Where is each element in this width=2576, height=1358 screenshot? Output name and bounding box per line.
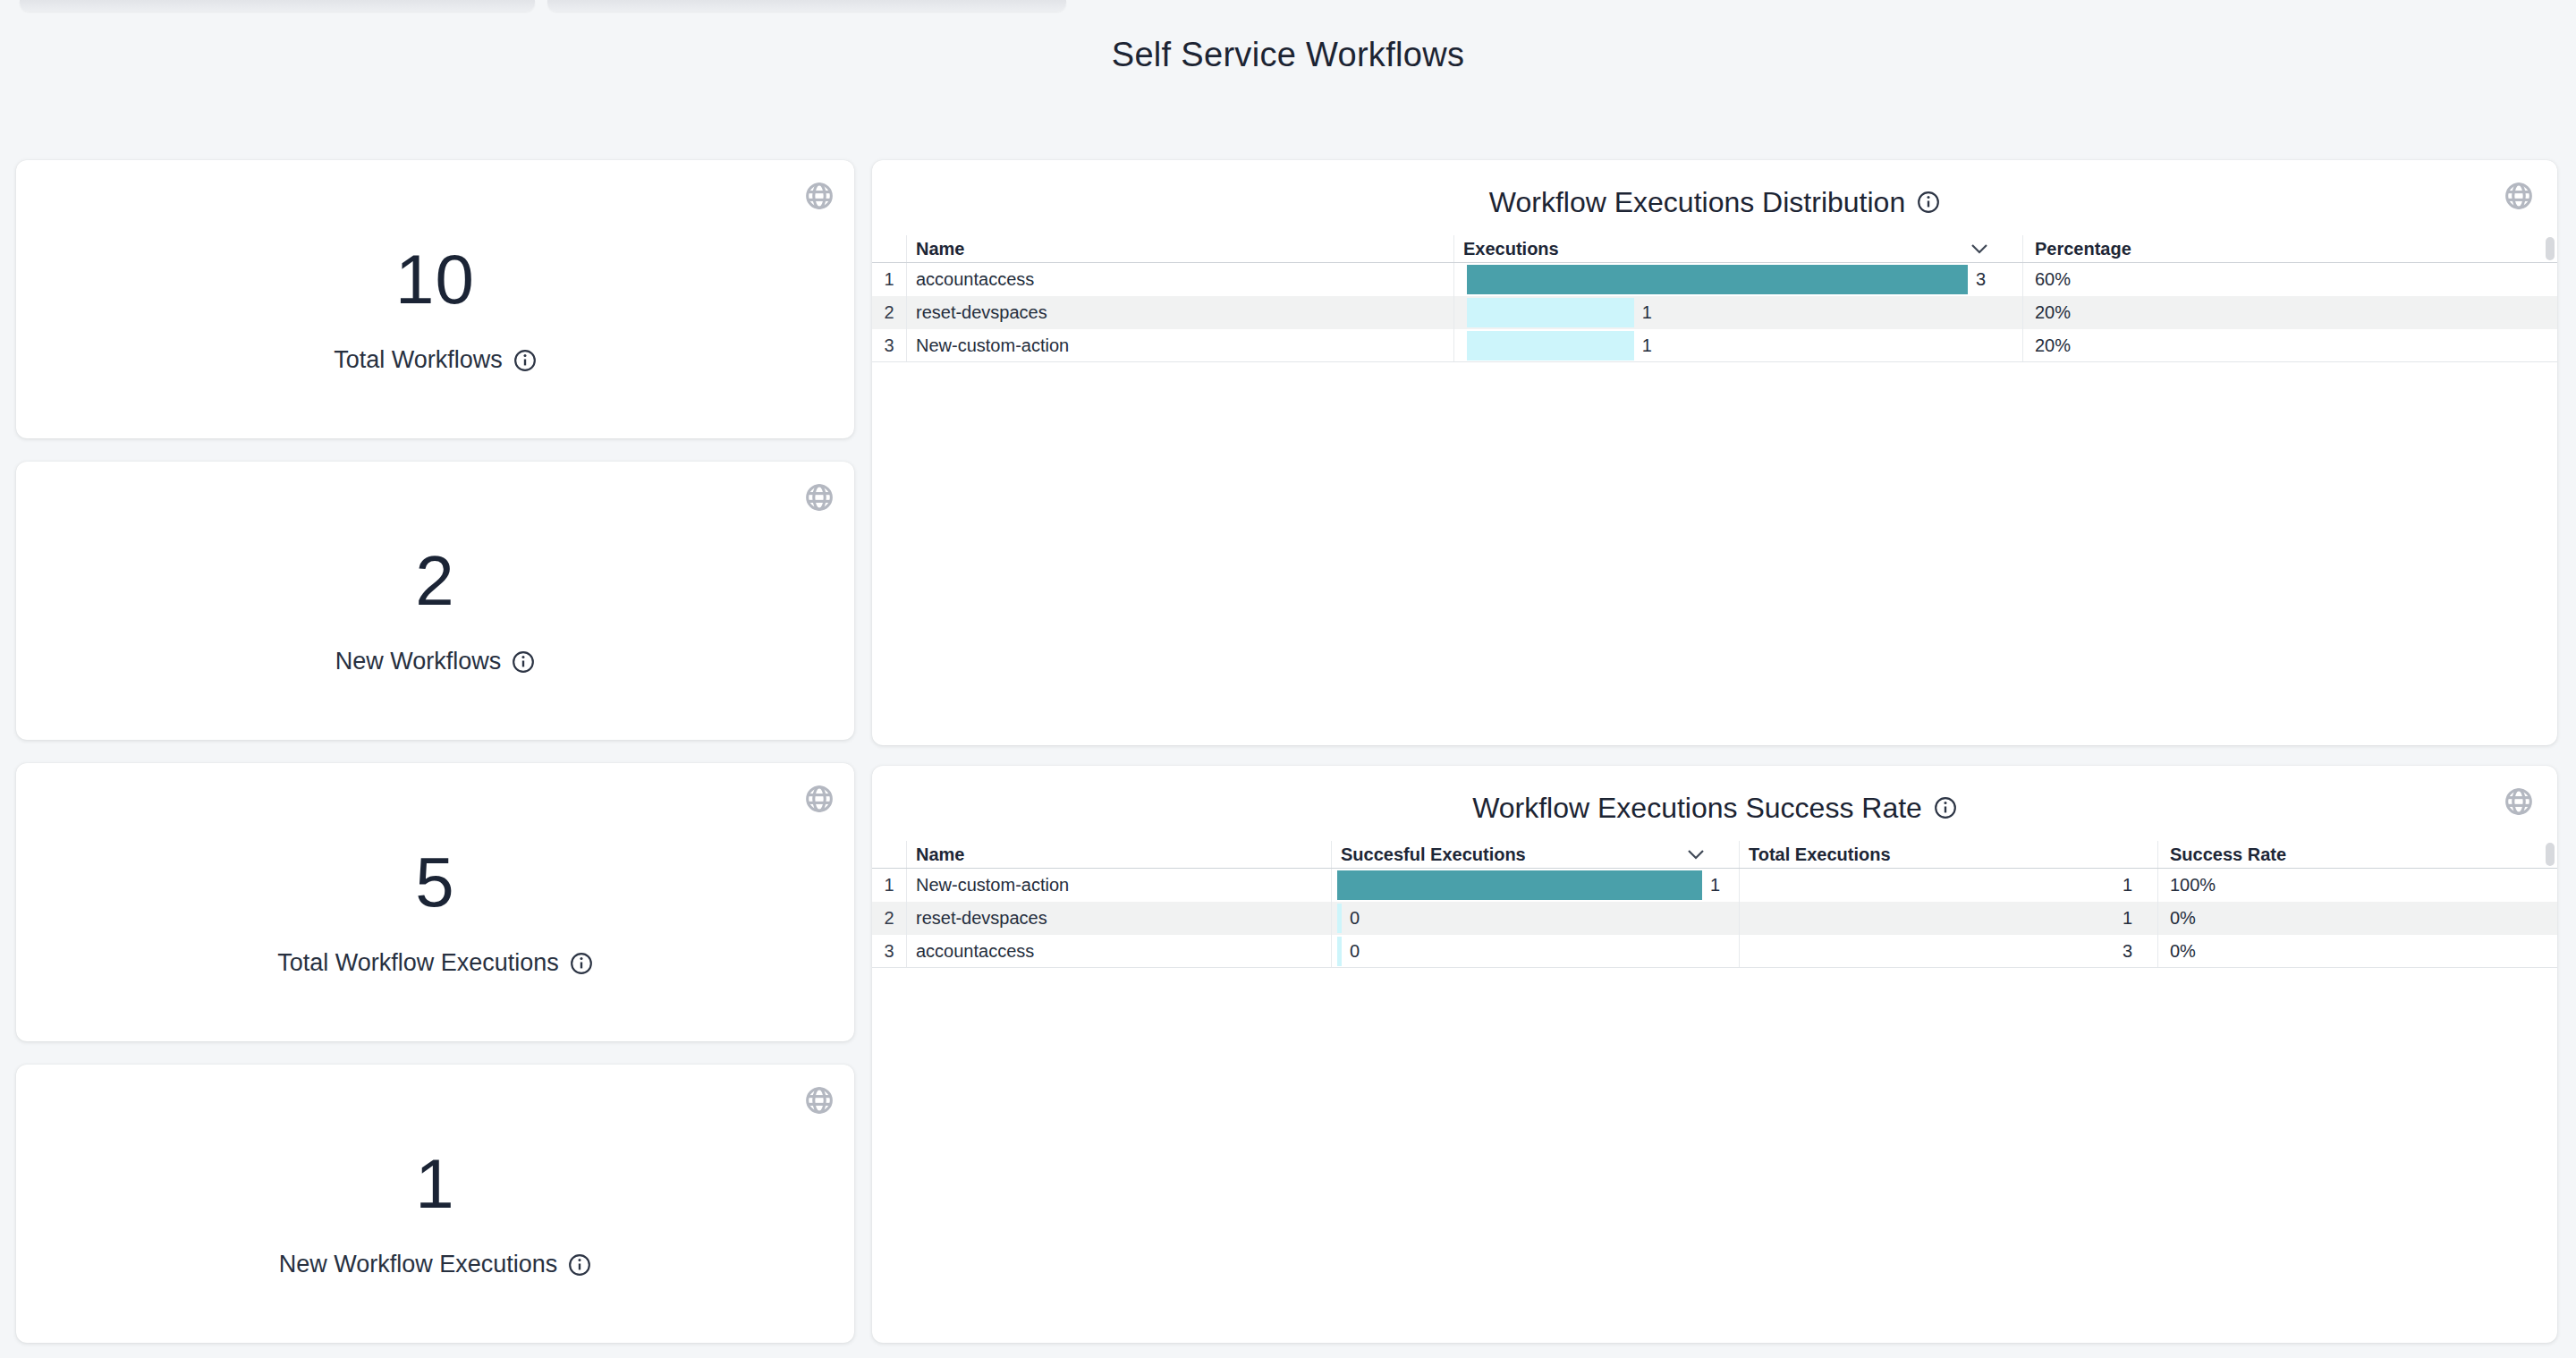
bar-value: 1 bbox=[1710, 875, 1720, 895]
panel-title: Workflow Executions Success Rate bbox=[1472, 791, 1922, 825]
row-index: 3 bbox=[872, 935, 906, 967]
cell-success-rate: 100% bbox=[2157, 869, 2557, 902]
chevron-down-icon bbox=[1687, 849, 1705, 860]
column-header-name[interactable]: Name bbox=[906, 235, 1453, 262]
stat-label: New Workflows bbox=[335, 648, 502, 675]
cell-executions: 3 bbox=[1453, 263, 2022, 296]
globe-icon[interactable] bbox=[804, 181, 835, 211]
row-index: 3 bbox=[872, 329, 906, 361]
globe-icon[interactable] bbox=[804, 784, 835, 814]
info-icon[interactable] bbox=[570, 952, 593, 975]
info-icon[interactable] bbox=[512, 650, 535, 674]
row-index: 2 bbox=[872, 902, 906, 935]
cell-executions: 1 bbox=[1453, 329, 2022, 361]
stat-value: 10 bbox=[395, 244, 475, 314]
row-index: 2 bbox=[872, 296, 906, 329]
top-card-strip-right bbox=[547, 0, 1066, 12]
info-icon[interactable] bbox=[1934, 796, 1957, 819]
cell-total-executions: 1 bbox=[1739, 902, 2157, 935]
stat-label: New Workflow Executions bbox=[279, 1251, 558, 1278]
stat-label: Total Workflow Executions bbox=[277, 949, 559, 977]
scrollbar-thumb[interactable] bbox=[2546, 843, 2555, 866]
cell-success-rate: 0% bbox=[2157, 935, 2557, 967]
globe-icon[interactable] bbox=[804, 1085, 835, 1116]
stat-value: 1 bbox=[415, 1149, 454, 1218]
cell-name: accountaccess bbox=[906, 263, 1453, 296]
cell-name: New-custom-action bbox=[906, 869, 1331, 902]
cell-success-rate: 0% bbox=[2157, 902, 2557, 935]
execution-bar bbox=[1467, 331, 1634, 361]
column-header-name[interactable]: Name bbox=[906, 841, 1331, 868]
table-row: 1 accountaccess 3 60% bbox=[872, 263, 2557, 296]
stat-value: 2 bbox=[415, 546, 454, 615]
cell-name: reset-devspaces bbox=[906, 902, 1331, 935]
stat-card-new-workflow-executions: 1 New Workflow Executions bbox=[16, 1065, 854, 1343]
bar-value: 3 bbox=[1976, 269, 1986, 290]
cell-total-executions: 1 bbox=[1739, 869, 2157, 902]
cell-total-executions: 3 bbox=[1739, 935, 2157, 967]
info-icon[interactable] bbox=[513, 349, 537, 372]
column-header-total-executions[interactable]: Total Executions bbox=[1739, 841, 2157, 868]
column-header-success-rate[interactable]: Success Rate bbox=[2157, 841, 2557, 868]
table-row: 2 reset-devspaces 0 1 0% bbox=[872, 902, 2557, 935]
column-header-percentage[interactable]: Percentage bbox=[2022, 235, 2557, 262]
bar-value: 1 bbox=[1642, 335, 1652, 356]
table-header-row: Name Succesful Executions Total Executio… bbox=[872, 841, 2557, 869]
stat-card-total-workflows: 10 Total Workflows bbox=[16, 160, 854, 438]
table-header-row: Name Executions Percentage bbox=[872, 235, 2557, 263]
dashboard-body: 10 Total Workflows 2 New Workflows bbox=[0, 76, 2576, 1343]
info-icon[interactable] bbox=[1917, 191, 1940, 214]
execution-bar bbox=[1467, 298, 1634, 327]
chevron-down-icon bbox=[1970, 243, 1988, 254]
stat-value: 5 bbox=[415, 847, 454, 917]
cell-name: reset-devspaces bbox=[906, 296, 1453, 329]
cell-percentage: 20% bbox=[2022, 296, 2557, 329]
cell-name: accountaccess bbox=[906, 935, 1331, 967]
column-header-executions[interactable]: Executions bbox=[1453, 235, 2022, 262]
success-bar bbox=[1337, 937, 1342, 966]
cell-successful-executions: 1 bbox=[1331, 869, 1739, 902]
table-row: 1 New-custom-action 1 1 100% bbox=[872, 869, 2557, 902]
success-bar bbox=[1337, 870, 1702, 900]
info-icon[interactable] bbox=[568, 1253, 591, 1277]
globe-icon[interactable] bbox=[2504, 181, 2534, 211]
success-bar bbox=[1337, 904, 1342, 933]
bar-value: 0 bbox=[1350, 941, 1360, 962]
execution-bar bbox=[1467, 265, 1968, 294]
table-column: Workflow Executions Distribution Name Ex… bbox=[872, 160, 2557, 1343]
cell-percentage: 20% bbox=[2022, 329, 2557, 361]
stat-column: 10 Total Workflows 2 New Workflows bbox=[16, 160, 854, 1343]
panel-title: Workflow Executions Distribution bbox=[1489, 185, 1905, 219]
success-rate-table: Name Succesful Executions Total Executio… bbox=[872, 841, 2557, 968]
cell-successful-executions: 0 bbox=[1331, 935, 1739, 967]
cell-successful-executions: 0 bbox=[1331, 902, 1739, 935]
top-card-strip-left bbox=[20, 0, 535, 12]
stat-label: Total Workflows bbox=[334, 346, 503, 374]
cell-percentage: 60% bbox=[2022, 263, 2557, 296]
distribution-table: Name Executions Percentage 1 accountacce… bbox=[872, 235, 2557, 362]
stat-card-new-workflows: 2 New Workflows bbox=[16, 462, 854, 740]
bar-value: 1 bbox=[1642, 302, 1652, 323]
success-rate-card: Workflow Executions Success Rate Name Su… bbox=[872, 766, 2557, 1343]
bar-value: 0 bbox=[1350, 908, 1360, 929]
row-index: 1 bbox=[872, 263, 906, 296]
cell-executions: 1 bbox=[1453, 296, 2022, 329]
stat-card-total-workflow-executions: 5 Total Workflow Executions bbox=[16, 763, 854, 1041]
cell-name: New-custom-action bbox=[906, 329, 1453, 361]
globe-icon[interactable] bbox=[804, 482, 835, 513]
table-row: 3 New-custom-action 1 20% bbox=[872, 329, 2557, 362]
column-header-successful-executions[interactable]: Succesful Executions bbox=[1331, 841, 1739, 868]
scrollbar-thumb[interactable] bbox=[2546, 237, 2555, 260]
table-row: 3 accountaccess 0 3 0% bbox=[872, 935, 2557, 968]
globe-icon[interactable] bbox=[2504, 786, 2534, 817]
row-index: 1 bbox=[872, 869, 906, 902]
table-row: 2 reset-devspaces 1 20% bbox=[872, 296, 2557, 329]
distribution-card: Workflow Executions Distribution Name Ex… bbox=[872, 160, 2557, 745]
